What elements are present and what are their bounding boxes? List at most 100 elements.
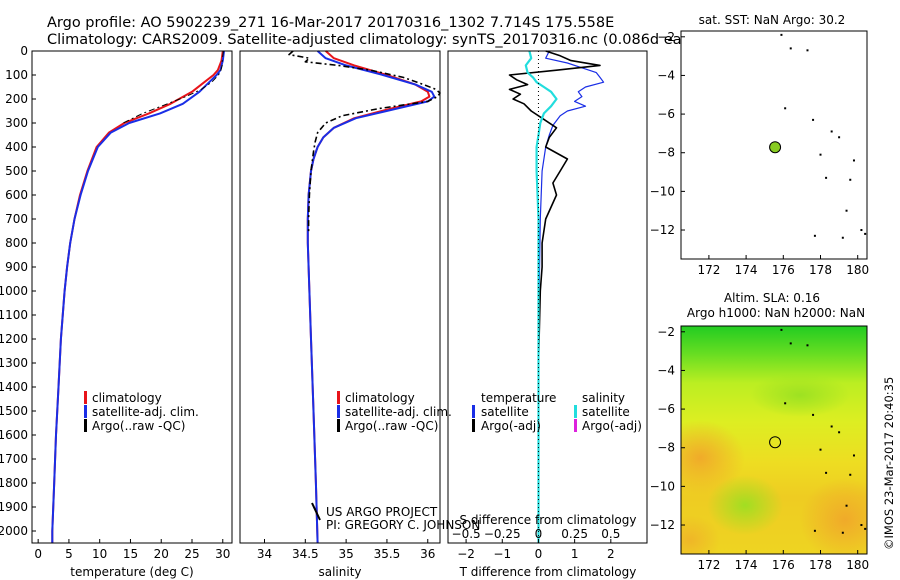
lon-tick-label: 172 xyxy=(697,263,720,277)
sst-map-title: sat. SST: NaN Argo: 30.2 xyxy=(699,13,846,27)
x-tick-label: −1 xyxy=(493,547,511,561)
legend-label-s-satellite: satellite xyxy=(582,405,630,419)
legend-swatch-climatology xyxy=(84,391,87,404)
salinity-axes-frame xyxy=(239,50,441,544)
series-line-argo-raw-qc- xyxy=(288,50,441,234)
island-point xyxy=(860,229,863,232)
argo-float-marker xyxy=(769,141,782,154)
sst-map-axes: 172 174 176 178 180 −2 −4 −6 −8 −10 −12 xyxy=(650,30,869,277)
legend-label-satellite: satellite-adj. clim. xyxy=(345,405,452,419)
depth-tick-label: 100 xyxy=(5,68,28,82)
temperature-series xyxy=(51,50,225,543)
island-point xyxy=(841,531,844,534)
legend-swatch-climatology xyxy=(337,391,340,404)
depth-tick-label: 500 xyxy=(5,164,28,178)
island-point xyxy=(841,236,844,239)
salinity-series xyxy=(288,50,441,544)
top-x-tick-label: 0.25 xyxy=(561,527,588,541)
island-point xyxy=(830,425,833,428)
x-tick-label: 0 xyxy=(535,547,543,561)
difference-legend: temperature salinity satellite Argo(-adj… xyxy=(472,391,642,433)
legend-label-satellite: satellite-adj. clim. xyxy=(92,405,199,419)
lon-tick-label: 180 xyxy=(846,263,869,277)
legend-label-climatology: climatology xyxy=(92,391,162,405)
difference-axes-frame xyxy=(447,50,648,544)
lat-tick-label: −8 xyxy=(657,146,675,160)
island-point xyxy=(780,33,783,36)
depth-tick-label: 800 xyxy=(5,236,28,250)
depth-tick-label: 0 xyxy=(20,44,28,58)
legend-title-temperature: temperature xyxy=(481,391,556,405)
lat-tick-label: −6 xyxy=(657,402,675,416)
depth-tick-label: 1700 xyxy=(0,452,28,466)
island-point xyxy=(784,107,787,110)
series-line-t-satellite xyxy=(537,50,605,543)
lat-tick-label: −12 xyxy=(650,223,675,237)
x-tick-label: 0 xyxy=(34,547,42,561)
island-point xyxy=(780,328,783,331)
island-point xyxy=(819,448,822,451)
depth-tick-label: 1000 xyxy=(0,284,28,298)
series-line-argo-raw-qc- xyxy=(122,50,224,124)
sst-map-panel: sat. SST: NaN Argo: 30.2 172 174 176 178 180… xyxy=(650,13,869,277)
lon-tick-label: 180 xyxy=(846,558,869,572)
depth-tick-label: 1300 xyxy=(0,356,28,370)
depth-tick-label: 200 xyxy=(5,92,28,106)
island-point xyxy=(789,342,792,345)
depth-tick-label: 300 xyxy=(5,116,28,130)
lon-tick-label: 174 xyxy=(735,263,758,277)
legend-label-s-argo: Argo(-adj) xyxy=(582,419,642,433)
island-point xyxy=(784,402,787,405)
x-tick-label: 30 xyxy=(215,547,230,561)
difference-x-label: T difference from climatology xyxy=(459,565,637,579)
series-line-climatology xyxy=(306,50,431,544)
depth-tick-label: 1400 xyxy=(0,380,28,394)
depth-tick-label: 400 xyxy=(5,140,28,154)
sla-heatmap xyxy=(681,326,867,554)
island-point xyxy=(830,130,833,133)
island-point xyxy=(849,473,852,476)
sla-map-frame xyxy=(680,325,868,555)
island-point xyxy=(812,413,815,416)
lon-tick-label: 178 xyxy=(809,263,832,277)
depth-tick-label: 900 xyxy=(5,260,28,274)
x-tick-label: 34 xyxy=(257,547,272,561)
x-tick-label: 25 xyxy=(184,547,199,561)
legend-label-argo: Argo(..raw -QC) xyxy=(92,419,185,433)
island-point xyxy=(852,454,855,457)
sla-map-panel: Altim. SLA: 0.16 Argo h1000: NaN h2000: … xyxy=(650,291,869,572)
x-tick-label: 10 xyxy=(92,547,107,561)
legend-label-argo: Argo(..raw -QC) xyxy=(345,419,438,433)
island-point xyxy=(806,49,809,52)
legend-swatch-s-argo xyxy=(574,419,577,432)
depth-axis: 0 100 200 300 400 500 600 700 800 900 1000 1100 1200… xyxy=(0,44,36,538)
lat-tick-label: −4 xyxy=(657,68,675,82)
salinity-panel: 34 34.5 35 35.5 36 salinity climatology sate… xyxy=(239,50,480,579)
depth-tick-label: 1200 xyxy=(0,332,28,346)
legend-label-t-argo: Argo(-adj) xyxy=(481,419,541,433)
series-line-satellite-adj-clim- xyxy=(51,50,225,543)
island-point xyxy=(806,344,809,347)
island-point xyxy=(825,176,828,179)
lat-tick-label: −4 xyxy=(657,363,675,377)
temperature-x-label: temperature (deg C) xyxy=(70,565,193,579)
legend-title-salinity: salinity xyxy=(582,391,625,405)
series-line-satellite-adj-clim- xyxy=(306,50,436,544)
credit-project: US ARGO PROJECT xyxy=(326,505,438,519)
temperature-legend: climatology satellite-adj. clim. Argo(..… xyxy=(84,391,199,433)
imos-timestamp: ©IMOS 23-Mar-2017 20:40:35 xyxy=(882,377,896,550)
legend-label-climatology: climatology xyxy=(345,391,415,405)
difference-x-axes: −2 −1 0 1 2 −0.5 −0.25 0 0.25 0.5 xyxy=(452,527,621,561)
island-point xyxy=(813,529,816,532)
lon-tick-label: 172 xyxy=(697,558,720,572)
island-point xyxy=(825,471,828,474)
island-point xyxy=(845,504,848,507)
lon-tick-label: 176 xyxy=(772,558,795,572)
depth-tick-label: 1600 xyxy=(0,428,28,442)
island-point xyxy=(845,209,848,212)
island-point xyxy=(812,118,815,121)
island-point xyxy=(838,136,841,139)
temperature-axes-frame xyxy=(31,50,233,544)
difference-top-axis-label: S difference from climatology xyxy=(460,513,637,527)
